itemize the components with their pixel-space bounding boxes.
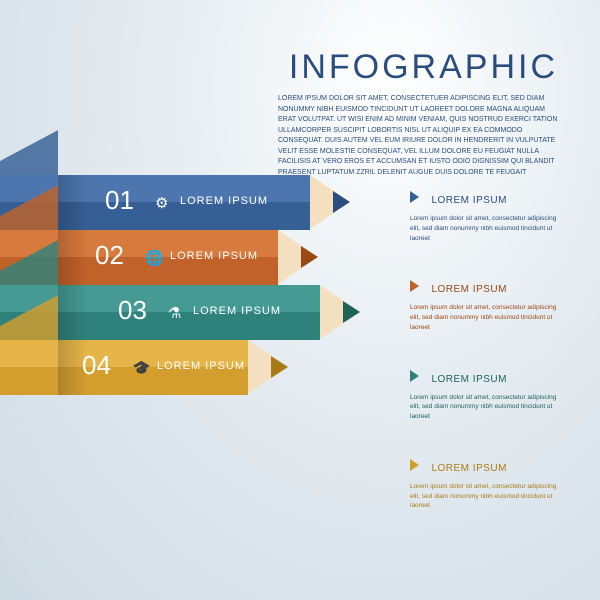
gear-icon: ⚙ xyxy=(155,194,168,212)
legend-item: LOREM IPSUM Lorem ipsum dolor sit amet, … xyxy=(410,190,560,243)
grad-cap-icon: 🎓 xyxy=(132,359,151,377)
legend-title: LOREM IPSUM xyxy=(431,463,507,474)
legend-item: LOREM IPSUM Lorem ipsum dolor sit amet, … xyxy=(410,458,560,511)
bar-label: LOREM IPSUM xyxy=(170,250,258,262)
legend-desc: Lorem ipsum dolor sit amet, consectetur … xyxy=(410,482,560,511)
page-subtitle: LOREM IPSUM DOLOR SIT AMET, CONSECTETUER… xyxy=(278,94,558,178)
legend-item: LOREM IPSUM Lorem ipsum dolor sit amet, … xyxy=(410,369,560,422)
triangle-icon xyxy=(410,370,419,382)
globe-icon: 🌐 xyxy=(145,249,164,267)
legend-desc: Lorem ipsum dolor sit amet, consectetur … xyxy=(410,393,560,422)
legend-title: LOREM IPSUM xyxy=(431,195,507,206)
page-title: INFOGRAPHIC xyxy=(289,48,558,87)
bar-number: 03 xyxy=(118,295,147,326)
bar-label: LOREM IPSUM xyxy=(180,195,268,207)
bar-label: LOREM IPSUM xyxy=(193,305,281,317)
legend-desc: Lorem ipsum dolor sit amet, consectetur … xyxy=(410,303,560,332)
triangle-icon xyxy=(410,191,419,203)
triangle-icon xyxy=(410,459,419,471)
bar-number: 04 xyxy=(82,350,111,381)
legend-item: LOREM IPSUM Lorem ipsum dolor sit amet, … xyxy=(410,279,560,332)
bar-label: LOREM IPSUM xyxy=(157,360,245,372)
triangle-icon xyxy=(410,280,419,292)
legend-title: LOREM IPSUM xyxy=(431,284,507,295)
flask-icon: ⚗ xyxy=(168,304,181,322)
bar-number: 01 xyxy=(105,185,134,216)
bar-number: 02 xyxy=(95,240,124,271)
legend-desc: Lorem ipsum dolor sit amet, consectetur … xyxy=(410,214,560,243)
legend: LOREM IPSUM Lorem ipsum dolor sit amet, … xyxy=(410,190,560,547)
legend-title: LOREM IPSUM xyxy=(431,374,507,385)
